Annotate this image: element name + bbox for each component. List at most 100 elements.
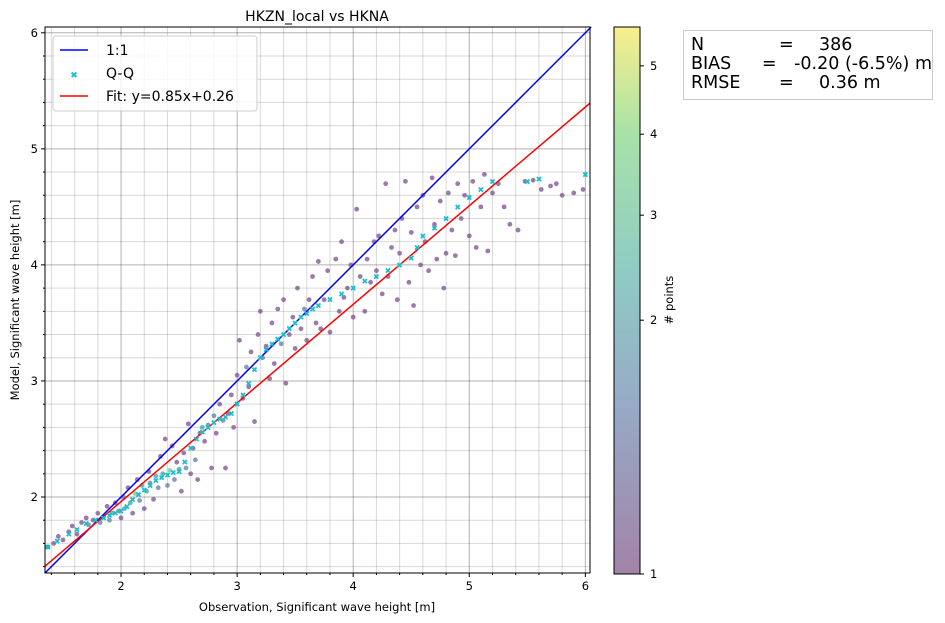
data-point bbox=[104, 503, 110, 509]
qq-point: ✖ bbox=[123, 502, 130, 511]
data-point bbox=[231, 424, 237, 430]
qq-point: ✖ bbox=[524, 177, 531, 186]
data-point bbox=[127, 500, 133, 506]
data-point bbox=[426, 268, 432, 274]
scatter-points bbox=[45, 171, 586, 550]
data-point bbox=[515, 227, 521, 233]
data-point bbox=[246, 384, 252, 390]
data-point bbox=[538, 187, 544, 192]
data-point bbox=[553, 181, 559, 187]
x-tick-label: 4 bbox=[350, 579, 357, 593]
data-point bbox=[162, 436, 168, 442]
legend: 1:1 ✖ Q-Q Fit: y=0.85x+0.26 bbox=[52, 35, 258, 112]
qq-point: ✖ bbox=[147, 481, 154, 490]
stat-key: BIAS bbox=[691, 54, 732, 74]
data-point bbox=[490, 190, 495, 196]
qq-point: ✖ bbox=[118, 507, 125, 516]
qq-point: ✖ bbox=[54, 537, 61, 546]
data-point bbox=[217, 401, 223, 407]
qq-point: ✖ bbox=[454, 203, 461, 212]
data-point bbox=[522, 178, 528, 184]
data-point bbox=[45, 544, 51, 550]
data-point bbox=[485, 248, 491, 254]
qq-point: ✖ bbox=[135, 491, 142, 500]
data-point bbox=[437, 198, 443, 204]
data-point bbox=[394, 297, 400, 303]
qq-point: ✖ bbox=[414, 243, 421, 252]
data-point bbox=[418, 262, 423, 268]
qq-point: ✖ bbox=[211, 419, 218, 428]
qq-point: ✖ bbox=[112, 509, 119, 518]
data-point bbox=[209, 465, 214, 471]
fit-line bbox=[44, 102, 591, 567]
data-point bbox=[55, 534, 61, 539]
qq-point: ✖ bbox=[158, 473, 165, 482]
data-point bbox=[466, 233, 472, 239]
colorbar-tick-label: 1 bbox=[650, 567, 657, 581]
data-point bbox=[341, 294, 347, 300]
qq-point: ✖ bbox=[408, 254, 415, 263]
qq-point: ✖ bbox=[251, 365, 258, 374]
data-point bbox=[271, 361, 277, 366]
reference-lines bbox=[44, 26, 592, 574]
data-point bbox=[83, 515, 89, 521]
data-point bbox=[244, 364, 249, 370]
data-point bbox=[403, 178, 408, 184]
data-point bbox=[455, 181, 461, 187]
x-tick-label: 5 bbox=[466, 579, 473, 593]
data-point bbox=[122, 506, 127, 511]
y-tick-label: 3 bbox=[31, 374, 38, 388]
data-point bbox=[234, 372, 240, 378]
colorbar-ticks: 1 2 3 4 5 bbox=[640, 59, 657, 581]
data-point bbox=[116, 508, 122, 514]
qq-point: ✖ bbox=[385, 267, 392, 276]
data-point bbox=[478, 204, 484, 210]
data-point bbox=[339, 239, 344, 245]
data-point bbox=[174, 459, 180, 465]
data-point bbox=[267, 376, 273, 382]
data-point bbox=[392, 227, 398, 233]
qq-point: ✖ bbox=[74, 525, 81, 534]
qq-point: ✖ bbox=[170, 469, 177, 478]
data-point bbox=[406, 279, 412, 285]
qq-point: ✖ bbox=[396, 261, 403, 270]
qq-point: ✖ bbox=[338, 290, 345, 299]
data-point bbox=[304, 337, 310, 343]
data-point bbox=[118, 515, 124, 521]
data-point bbox=[434, 256, 440, 262]
x-tick-label: 3 bbox=[233, 579, 240, 593]
data-point bbox=[185, 421, 191, 427]
data-point bbox=[181, 450, 187, 456]
qq-point: ✖ bbox=[274, 335, 281, 344]
qq-point: ✖ bbox=[222, 413, 229, 422]
qq-point: ✖ bbox=[153, 477, 160, 486]
stat-bias: BIAS = -0.20 (-6.5%) m bbox=[691, 54, 932, 74]
data-point bbox=[327, 329, 333, 335]
qq-point: ✖ bbox=[536, 175, 543, 184]
data-point bbox=[473, 245, 479, 250]
data-point bbox=[559, 192, 565, 198]
data-point bbox=[183, 465, 189, 471]
qq-point: ✖ bbox=[303, 310, 310, 319]
stats-box: N = 386 BIAS = -0.20 (-6.5%) m RMSE = 0.36 m bbox=[683, 30, 933, 100]
data-point bbox=[211, 413, 217, 419]
stat-key: RMSE bbox=[691, 73, 741, 93]
data-point bbox=[60, 537, 66, 543]
qq-point: ✖ bbox=[489, 177, 496, 186]
qq-point: ✖ bbox=[205, 423, 212, 432]
data-point bbox=[379, 291, 385, 297]
data-point bbox=[257, 308, 263, 314]
qq-point: ✖ bbox=[164, 471, 171, 480]
data-point bbox=[441, 285, 447, 291]
qq-point: ✖ bbox=[129, 495, 136, 504]
data-point bbox=[269, 320, 275, 326]
y-tick-label: 5 bbox=[31, 142, 38, 156]
data-point bbox=[286, 332, 292, 337]
axis-ticks: 2 3 4 5 6 2 3 4 5 6 bbox=[31, 26, 589, 593]
stat-value: 0.36 m bbox=[819, 73, 881, 93]
data-point bbox=[69, 523, 75, 529]
data-point bbox=[188, 471, 194, 477]
data-point bbox=[153, 473, 159, 479]
colorbar-tick-label: 5 bbox=[650, 59, 657, 73]
qq-point: ✖ bbox=[92, 516, 99, 525]
